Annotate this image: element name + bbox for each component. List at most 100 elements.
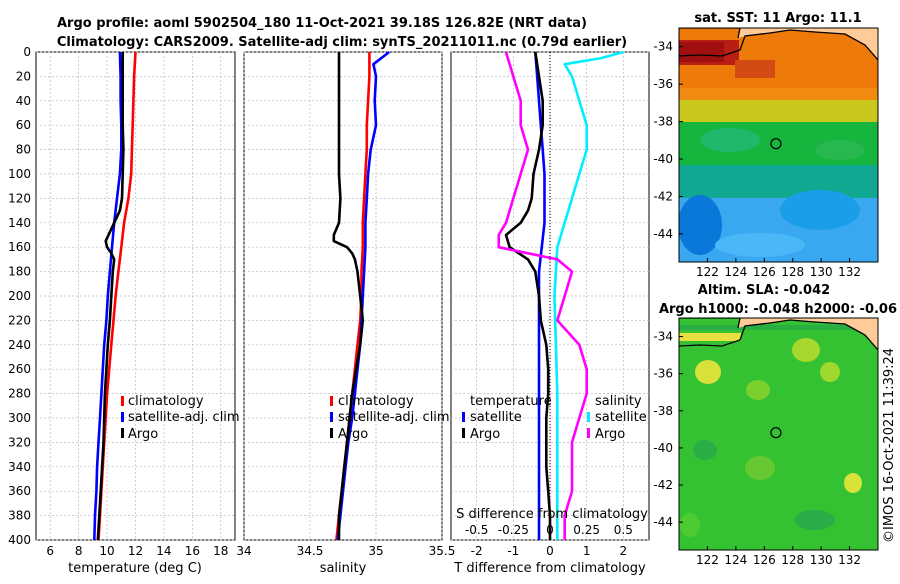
legend-climatology-swatch	[121, 396, 124, 406]
legend-s-argo: Argo	[595, 427, 625, 442]
depth-tick-label: 320	[8, 435, 31, 449]
map-x-tick-label: 128	[781, 553, 804, 567]
map-y-tick-label: -38	[653, 115, 673, 129]
depth-tick-label: 140	[8, 216, 31, 230]
map-x-tick-label: 130	[810, 265, 833, 279]
depth-tick-label: 60	[16, 118, 31, 132]
series-line-salinity-satellite	[553, 50, 624, 540]
sla-map-title-2: Argo h1000: -0.048 h2000: -0.06	[659, 302, 897, 317]
depth-tick-label: 240	[8, 338, 31, 352]
map-y-tick-label: -38	[653, 404, 673, 418]
depth-tick-label: 260	[8, 362, 31, 376]
depth-tick-label: 100	[8, 167, 31, 181]
legend-t-satellite: satellite	[470, 410, 522, 425]
legend-argo-swatch	[121, 428, 124, 438]
s-tick-label: 0.25	[573, 523, 600, 537]
sst-heatmap	[679, 28, 878, 262]
x-tick-label: 12	[128, 544, 143, 558]
series-line-temperature-argo	[504, 51, 552, 540]
legend-s-argo-swatch	[587, 428, 590, 438]
depth-tick-label: 80	[16, 143, 31, 157]
map-y-tick-label: -36	[653, 367, 673, 381]
x-tick-label: 1	[583, 544, 591, 558]
depth-tick-label: 200	[8, 289, 31, 303]
legend-argo: Argo	[338, 427, 368, 442]
legend-climatology: climatology	[338, 394, 414, 409]
depth-tick-label: 380	[8, 509, 31, 523]
legend-salinity-title: salinity	[595, 394, 642, 409]
map-x-tick-label: 126	[753, 553, 776, 567]
argo-marker-sst	[770, 138, 782, 150]
x-tick-label: -2	[471, 544, 483, 558]
sla-map-title-1: Altim. SLA: -0.042	[698, 283, 830, 298]
sst-map-title: sat. SST: 11 Argo: 11.1	[694, 11, 861, 26]
depth-tick-label: 0	[23, 45, 31, 59]
depth-tick-label: 340	[8, 460, 31, 474]
series-line-satellite-adj-clim	[93, 51, 123, 541]
legend-satellite-swatch	[330, 412, 333, 422]
series-line-argo	[332, 52, 365, 540]
map-x-tick-label: 132	[838, 553, 861, 567]
map-y-tick-label: -42	[653, 189, 673, 203]
map-x-tick-label: 128	[781, 265, 804, 279]
map-x-tick-label: 132	[838, 265, 861, 279]
legend-temperature-title: temperature	[470, 394, 552, 409]
timestamp: ©IMOS 16-Oct-2021 11:39:24	[882, 348, 897, 543]
salinity-xlabel: salinity	[320, 561, 367, 576]
title-line1: Argo profile: aoml 5902504_180 11-Oct-20…	[57, 16, 587, 31]
x-tick-label: 35	[368, 544, 383, 558]
legend-argo: Argo	[128, 427, 158, 442]
map-x-tick-label: 122	[696, 265, 719, 279]
difference-xlabel: T difference from climatology	[453, 561, 646, 576]
x-tick-label: 6	[46, 544, 54, 558]
depth-tick-label: 180	[8, 265, 31, 279]
legend-satellite: satellite-adj. clim	[338, 410, 450, 425]
x-tick-label: 14	[156, 544, 171, 558]
s-tick-label: -0.25	[498, 523, 529, 537]
map-y-tick-label: -34	[653, 40, 673, 54]
depth-tick-label: 40	[16, 94, 31, 108]
x-tick-label: 34	[236, 544, 251, 558]
legend-climatology: climatology	[128, 394, 204, 409]
s-difference-label: S difference from climatology	[456, 507, 648, 522]
map-y-tick-label: -42	[653, 478, 673, 492]
map-x-tick-label: 124	[724, 553, 747, 567]
legend-climatology-swatch	[330, 396, 333, 406]
map-y-tick-label: -44	[653, 227, 673, 241]
depth-tick-label: 160	[8, 240, 31, 254]
salinity-legend: climatology satellite-adj. clim Argo	[330, 394, 450, 442]
s-tick-label: -0.5	[465, 523, 488, 537]
salinity-panel: 34 34.5 35 35.5 salinity climatology satell…	[236, 50, 455, 576]
series-line-salinity-argo	[497, 51, 589, 540]
title-line2: Climatology: CARS2009. Satellite-adj cli…	[57, 35, 627, 50]
legend-satellite-swatch	[121, 412, 124, 422]
s-tick-label: 0.5	[614, 523, 633, 537]
x-tick-label: 8	[75, 544, 83, 558]
argo-marker-sla	[770, 427, 782, 439]
sst-map: sat. SST: 11 Argo: 11.1 12	[653, 11, 879, 279]
x-tick-label: 18	[213, 544, 228, 558]
depth-tick-label: 360	[8, 484, 31, 498]
legend-t-satellite-swatch	[462, 412, 465, 422]
depth-tick-label: 300	[8, 411, 31, 425]
legend-argo-swatch	[330, 428, 333, 438]
series-line-argo	[96, 52, 125, 541]
legend-t-argo: Argo	[470, 427, 500, 442]
map-y-tick-label: -40	[653, 152, 673, 166]
legend-s-satellite-swatch	[587, 412, 590, 422]
temperature-legend: climatology satellite-adj. clim Argo	[121, 394, 240, 442]
x-tick-label: 34.5	[297, 544, 324, 558]
map-y-tick-label: -36	[653, 77, 673, 91]
map-x-tick-label: 130	[810, 553, 833, 567]
x-tick-label: -1	[507, 544, 519, 558]
legend-t-argo-swatch	[462, 428, 465, 438]
map-y-tick-label: -40	[653, 441, 673, 455]
legend-s-satellite: satellite	[595, 410, 647, 425]
x-tick-label: 2	[620, 544, 628, 558]
depth-tick-label: 20	[16, 69, 31, 83]
x-tick-label: 0	[546, 544, 554, 558]
map-y-tick-label: -44	[653, 515, 673, 529]
sla-map: Altim. SLA: -0.042 Argo h1000: -0.048 h2…	[653, 283, 897, 567]
